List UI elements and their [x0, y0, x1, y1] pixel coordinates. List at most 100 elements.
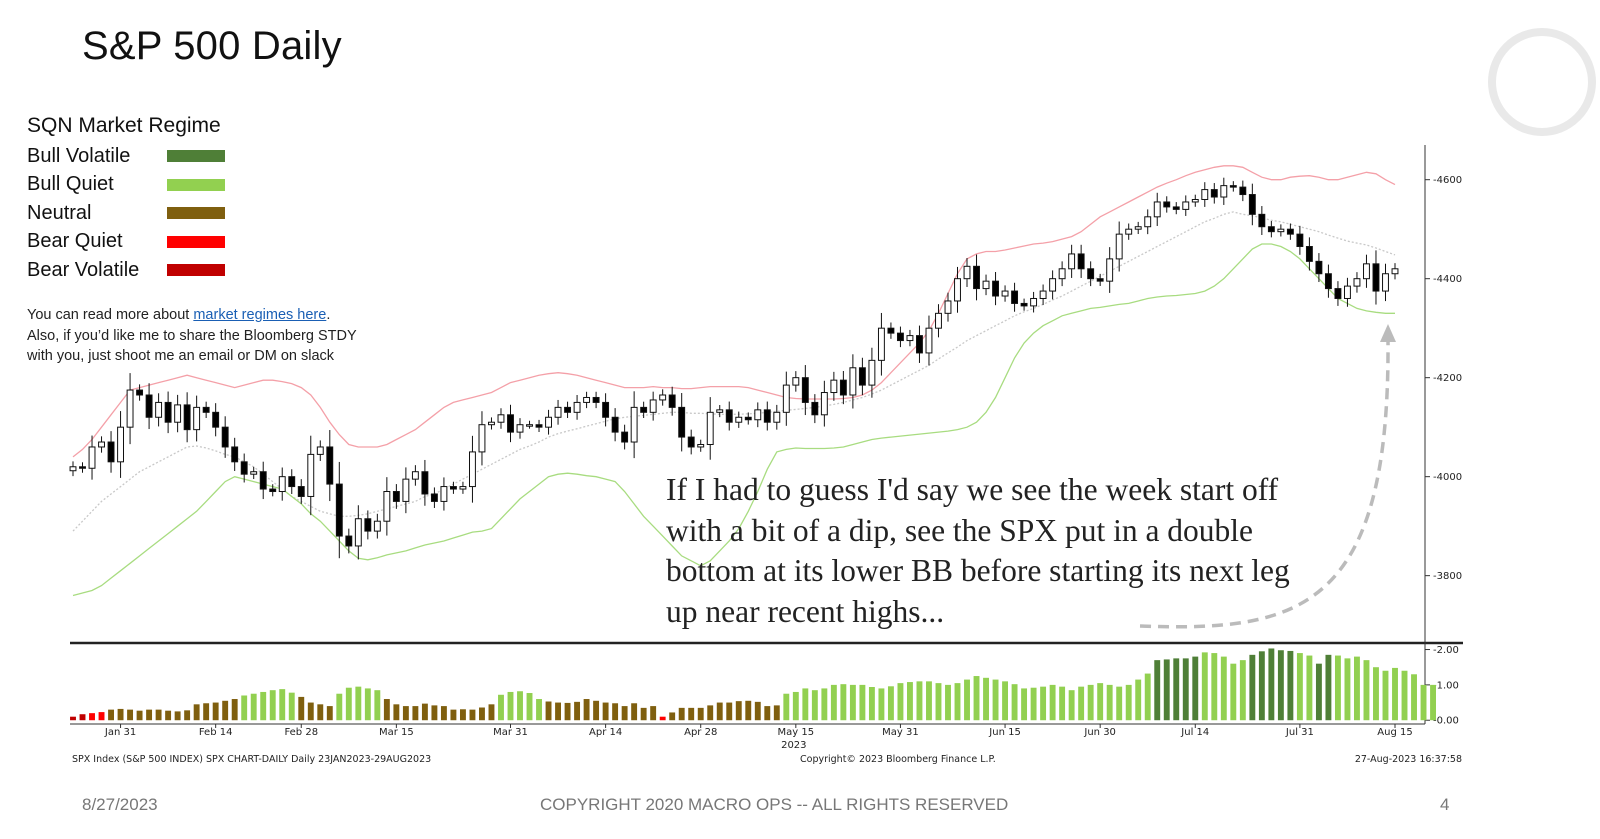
candle-body	[174, 404, 182, 423]
candle	[1134, 221, 1142, 235]
sqn-bar	[1211, 653, 1218, 721]
sqn-bar	[1068, 690, 1075, 721]
candle	[1077, 244, 1085, 278]
sqn-bar	[326, 706, 333, 721]
candle-body	[488, 421, 495, 426]
sqn-bar	[821, 688, 828, 721]
candle	[383, 477, 391, 536]
candle	[1153, 192, 1161, 226]
sqn-bar	[307, 702, 314, 721]
candle	[221, 416, 229, 458]
sqn-bar	[165, 710, 172, 721]
candle	[1115, 221, 1123, 272]
sqn-bar	[383, 699, 390, 721]
sqn-bar	[992, 679, 999, 721]
bollinger-upper-line	[72, 165, 1396, 458]
candle-body	[725, 409, 733, 423]
candle	[1239, 180, 1247, 202]
candle	[820, 380, 828, 427]
candle	[1229, 181, 1237, 192]
candle	[1296, 225, 1304, 255]
sqn-bar	[1125, 684, 1132, 721]
candle-body	[640, 406, 648, 413]
sqn-bar	[612, 703, 619, 721]
candle-body	[535, 424, 543, 428]
candle	[935, 304, 942, 338]
candle	[678, 393, 686, 452]
sqn-bar	[108, 709, 114, 721]
candle-body	[801, 377, 809, 403]
candle	[564, 401, 572, 419]
candle	[202, 401, 210, 419]
candle-body	[1305, 246, 1313, 262]
candle-body	[240, 461, 248, 475]
sqn-bar	[393, 704, 400, 721]
candle	[1106, 247, 1114, 293]
candle-body	[1248, 194, 1256, 215]
note-text: You can read more about market regimes h…	[27, 305, 387, 367]
candle	[792, 371, 800, 392]
candle	[145, 383, 153, 430]
candle	[1248, 183, 1256, 226]
legend-item-label: Bear Quiet	[27, 230, 123, 253]
candle	[430, 487, 438, 508]
sqn-bar	[459, 709, 466, 721]
slide-title: S&P 500 Daily	[82, 24, 342, 68]
sqn-y-tick-label: -1.00	[1433, 680, 1459, 691]
candle-body	[944, 300, 952, 314]
x-tick-label: Jul 14	[1180, 727, 1209, 738]
sqn-bar	[631, 703, 638, 721]
candle-body	[1324, 273, 1332, 290]
candle	[744, 412, 752, 425]
candle-body	[763, 409, 771, 423]
sqn-bar	[964, 679, 970, 721]
candle-body	[545, 416, 552, 428]
sqn-bar	[1401, 670, 1408, 721]
x-tick-label: Apr 28	[684, 727, 717, 738]
candle-body	[478, 424, 486, 453]
candle	[1382, 263, 1389, 302]
candle	[668, 386, 676, 416]
regime-legend: SQN Market Regime Bull Volatile Bull Quie…	[27, 114, 225, 285]
sqn-bar	[155, 709, 162, 721]
candle	[687, 429, 695, 455]
candle-body	[183, 404, 191, 431]
y-tick-label: -3800	[1433, 571, 1462, 582]
candle	[155, 393, 163, 427]
candle-body	[212, 411, 220, 428]
sqn-bar	[707, 705, 714, 721]
candle	[1324, 264, 1332, 298]
candle-body	[583, 396, 591, 403]
candle-body	[868, 359, 876, 386]
candle	[963, 258, 971, 287]
candle-body	[678, 406, 686, 438]
market-regimes-link[interactable]: market regimes here	[193, 307, 327, 323]
candle-body	[1134, 226, 1142, 230]
candle-body	[1258, 213, 1266, 228]
legend-item-swatch	[167, 264, 225, 277]
sqn-bar	[1382, 670, 1389, 721]
sqn-bar	[878, 688, 885, 721]
candle	[354, 505, 362, 560]
candle	[640, 401, 648, 419]
candle-body	[193, 406, 201, 431]
candle-body	[906, 335, 914, 342]
sqn-bar	[868, 687, 875, 721]
candle	[706, 397, 714, 460]
candle-body	[621, 431, 629, 443]
candle-body	[573, 401, 581, 413]
sqn-bar	[1116, 686, 1123, 721]
sqn-bar	[1106, 684, 1113, 721]
sqn-bar	[507, 691, 514, 721]
candle	[1286, 223, 1294, 240]
legend-item-label: Bull Quiet	[27, 173, 114, 196]
sqn-bar	[926, 681, 932, 721]
legend-item: Bull Quiet	[27, 171, 225, 200]
sqn-bar	[678, 707, 685, 721]
sqn-bar	[488, 704, 495, 721]
sqn-bar	[1268, 648, 1275, 721]
candle	[697, 439, 705, 452]
candle	[773, 404, 781, 430]
sqn-bar	[916, 681, 923, 721]
y-tick-label: -4400	[1433, 274, 1462, 285]
